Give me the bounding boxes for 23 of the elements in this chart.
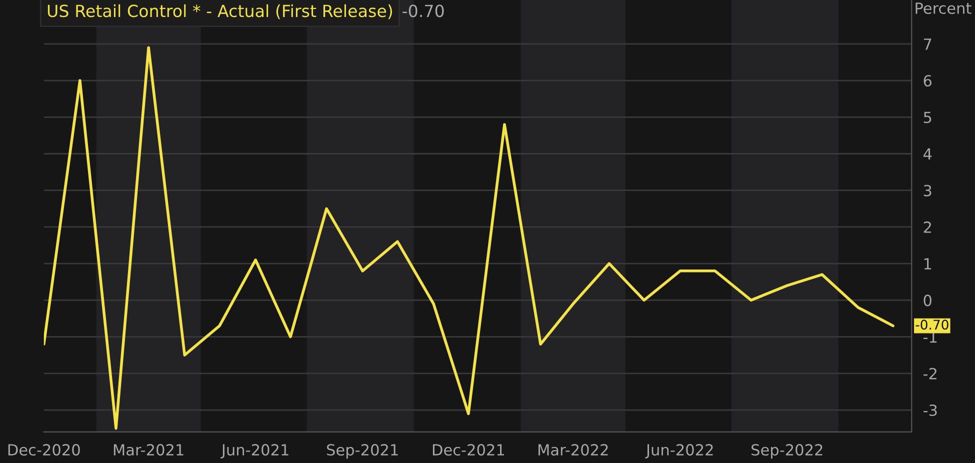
x-tick-label: Jun-2021 [220, 444, 288, 458]
annotation: -0.70 [916, 320, 948, 330]
y-tick-label: 4 [923, 148, 932, 160]
x-tick-label: Sep-2021 [327, 444, 398, 459]
x-tick-label: Jun-2022 [645, 444, 713, 458]
text: US Retail Control * - Actual (First Release) [48, 4, 392, 20]
x-tick-label: Mar-2022 [538, 444, 608, 456]
annotation: -0.70 [402, 4, 444, 18]
y-tick-label: -3 [923, 404, 937, 416]
y-tick-label: 3 [924, 184, 932, 196]
x-tick-label: Mar-2021 [114, 444, 184, 456]
line-series [44, 46, 894, 430]
y-tick-label: 5 [924, 112, 932, 124]
y-tick-label: 1 [924, 258, 932, 270]
y-axis-title: Percent [916, 2, 972, 14]
x-tick-label: Sep-2022 [752, 444, 822, 459]
x-tick-label: Dec-2021 [432, 444, 504, 456]
y-tick-label: 2 [924, 221, 931, 233]
x-tick-label: Dec-2020 [8, 444, 80, 456]
y-tick-label: 7 [924, 38, 932, 50]
y-tick-label: 6 [924, 75, 932, 87]
y-tick-label: 0 [924, 294, 932, 306]
y-tick-label: -2 [923, 368, 936, 380]
